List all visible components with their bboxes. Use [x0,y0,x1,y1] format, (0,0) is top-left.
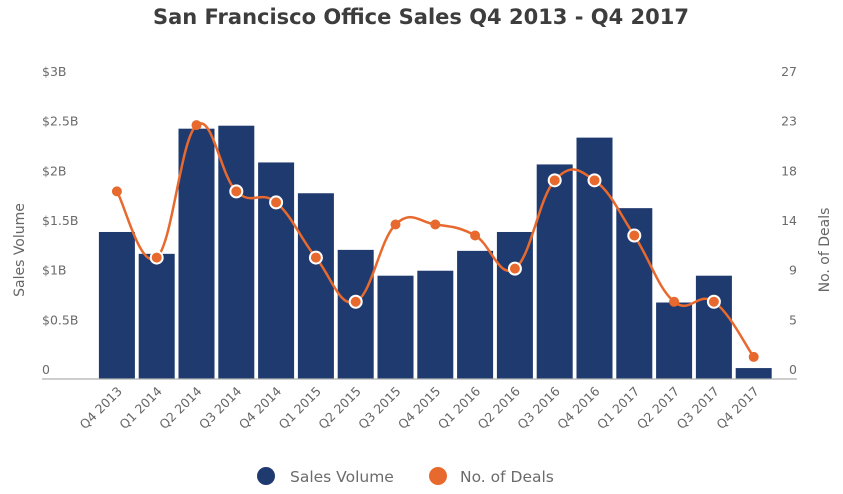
bar-series-sales-volume [98,125,772,379]
deals-point-q3-2017[interactable] [706,294,721,309]
x-tick-label: Q2 2016 [475,383,524,432]
bar-q1-2014[interactable] [138,253,175,379]
x-tick-label: Q4 2014 [236,383,285,432]
bar-q3-2015[interactable] [377,275,414,379]
x-tick-label: Q3 2016 [514,383,563,432]
bar-q2-2016[interactable] [496,231,533,379]
bar-q3-2017[interactable] [695,275,732,379]
left-tick-label: $0.5B [42,312,78,327]
deals-point-q3-2015[interactable] [390,219,401,230]
line-series-no-of-deals [111,120,759,362]
bar-q3-2014[interactable] [218,125,255,379]
x-tick-label: Q4 2013 [77,384,125,432]
left-tick-label: $1.5B [42,213,78,228]
x-tick-label: Q4 2017 [713,384,761,432]
left-axis-title: Sales Volume [12,203,28,297]
right-tick-label: 0 [789,362,797,377]
x-tick-label: Q2 2017 [634,384,682,432]
x-tick-label: Q1 2015 [276,384,324,432]
x-tick-label: Q3 2015 [355,384,403,432]
right-tick-label: 5 [789,312,797,327]
x-tick-label: Q4 2016 [554,383,603,432]
bar-q4-2014[interactable] [258,162,295,379]
deals-point-q2-2017[interactable] [669,296,680,307]
deals-point-q3-2016[interactable] [547,173,562,188]
legend: Sales Volume No. of Deals [257,467,554,486]
bar-q4-2015[interactable] [417,270,454,379]
left-tick-label: $2B [42,163,66,178]
deals-point-q2-2014[interactable] [191,120,202,131]
right-tick-label: 18 [781,163,797,178]
deals-point-q4-2014[interactable] [269,195,284,210]
deals-point-q2-2016[interactable] [507,261,522,276]
deals-point-q4-2013[interactable] [111,186,122,197]
bar-q1-2016[interactable] [457,250,494,379]
right-tick-label: 14 [781,213,797,228]
legend-label-sales-volume: Sales Volume [290,468,394,486]
legend-item-no-of-deals[interactable]: No. of Deals [429,467,554,486]
left-tick-label: 0 [42,362,50,377]
x-tick-label: Q3 2014 [196,383,245,432]
right-axis-title: No. of Deals [817,208,833,293]
bar-q3-2016[interactable] [536,164,573,379]
right-tick-label: 27 [781,64,797,79]
x-tick-label: Q1 2016 [435,383,484,432]
right-tick-label: 9 [789,263,797,278]
legend-label-no-of-deals: No. of Deals [460,468,554,486]
deals-line-path [115,122,755,358]
x-tick-label: Q1 2014 [116,383,165,432]
bar-q2-2017[interactable] [656,302,693,379]
chart-title: San Francisco Office Sales Q4 2013 - Q4 … [153,5,689,29]
deals-point-q1-2016[interactable] [470,230,481,241]
right-axis-ticks: 0 5 9 14 18 23 27 [781,64,797,377]
left-tick-label: $2.5B [42,114,78,129]
legend-item-sales-volume[interactable]: Sales Volume [257,467,394,486]
deals-point-q1-2017[interactable] [627,228,642,243]
x-tick-label: Q1 2017 [594,384,642,432]
deals-point-q1-2014[interactable] [149,250,164,265]
bar-q1-2015[interactable] [297,193,334,379]
legend-swatch-sales-volume [257,467,275,485]
bar-q2-2014[interactable] [178,128,215,379]
deals-point-q3-2014[interactable] [229,184,244,199]
x-tick-label: Q3 2017 [674,384,722,432]
deals-point-q4-2016[interactable] [587,173,602,188]
deals-point-q4-2017[interactable] [748,351,759,362]
left-tick-label: $3B [42,64,66,79]
deals-point-q1-2015[interactable] [308,250,323,265]
bar-q4-2013[interactable] [98,231,135,379]
x-tick-label: Q2 2014 [156,383,205,432]
bar-q2-2015[interactable] [337,249,374,379]
left-tick-label: $1B [42,263,66,278]
x-tick-label: Q2 2015 [315,384,363,432]
legend-swatch-no-of-deals [429,467,447,485]
x-tick-label: Q4 2015 [395,384,443,432]
deals-point-q4-2015[interactable] [430,219,441,230]
bar-q4-2017[interactable] [735,368,772,379]
right-tick-label: 23 [781,114,797,129]
deals-point-q2-2015[interactable] [348,294,363,309]
left-axis-ticks: 0 $0.5B $1B $1.5B $2B $2.5B $3B [42,64,78,377]
